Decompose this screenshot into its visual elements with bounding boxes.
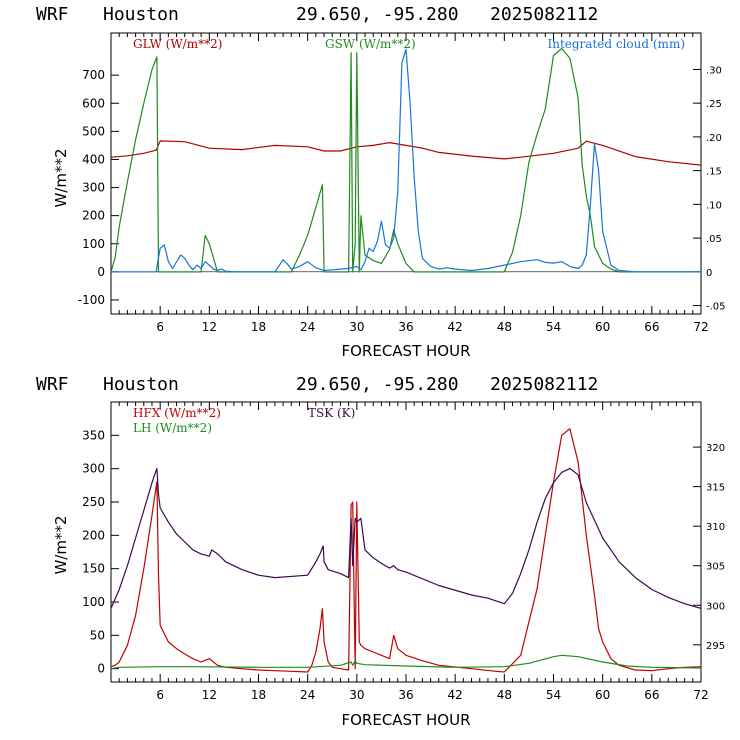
panel2-ytick-label: 200	[82, 528, 105, 542]
panel1-xtick-label: 36	[398, 320, 413, 334]
panel1-y2tick-label: .15	[706, 167, 722, 178]
panel2-xtick-label: 18	[251, 688, 266, 702]
panel2-y2tick-label: 305	[706, 562, 725, 573]
panel2-xtick-label: 72	[693, 688, 708, 702]
panel1-y2tick-label: .05	[706, 234, 722, 245]
panel2-ytick-label: 350	[82, 428, 105, 442]
panel2-y2tick-label: 295	[706, 641, 725, 652]
panel1-xlabel: FORECAST HOUR	[341, 342, 470, 360]
panel1-ytick-label: 200	[82, 209, 105, 223]
panel2-legend-lh: LH (W/m**2)	[133, 421, 212, 435]
panel1-ytick-label: 100	[82, 237, 105, 251]
panel1-legend-glw: GLW (W/m**2)	[133, 37, 222, 51]
panel1-xtick-label: 54	[546, 320, 561, 334]
panel2-xtick-label: 6	[156, 688, 164, 702]
panel1-legend-integrated: Integrated cloud (mm)	[547, 37, 685, 51]
panel2-ytick-label: 50	[90, 628, 105, 642]
panel2-header: WRF Houston 29.650, -95.280 2025082112	[36, 374, 598, 395]
panel1-series-integrated-line	[111, 48, 701, 273]
panel1-xtick-label: 66	[644, 320, 659, 334]
panel1-xtick-label: 48	[497, 320, 512, 334]
panel1-xtick-label: 42	[448, 320, 463, 334]
panel2-ytick-label: 150	[82, 562, 105, 576]
panel2-legend-hfx: HFX (W/m**2)	[133, 406, 221, 420]
panel2-xtick-label: 42	[448, 688, 463, 702]
panel2-xtick-label: 12	[202, 688, 217, 702]
panel2-ytick-label: 0	[97, 662, 105, 676]
panel1-ytick-label: 600	[82, 96, 105, 110]
panel1-ytick-label: 0	[97, 265, 105, 279]
panel2-frame	[110, 401, 702, 683]
panel1-ytick-label: -100	[78, 293, 105, 307]
panel2-xtick-label: 60	[595, 688, 610, 702]
panel1-y2tick-label: .20	[706, 133, 722, 144]
panel2-xlabel: FORECAST HOUR	[341, 711, 470, 729]
panel2-xtick-label: 24	[300, 688, 315, 702]
panel1-plot: 6 12 18 24 30 36 42 48 54 60 66 72 -100 0 100 200 300 400…	[78, 32, 726, 334]
panel1-ytick-label: 300	[82, 181, 105, 195]
panel2-xtick-label: 54	[546, 688, 561, 702]
panel1-location: Houston	[103, 4, 179, 25]
panel1-y2tick-label: -.05	[706, 302, 726, 313]
panel1-xtick-label: 30	[349, 320, 364, 334]
panel1-legend-gsw: GSW (W/m**2)	[325, 37, 416, 51]
panel1-xtick-label: 60	[595, 320, 610, 334]
panel2-ytick-label: 300	[82, 462, 105, 476]
panel1-model: WRF	[36, 4, 69, 25]
panel1-xtick-label: 18	[251, 320, 266, 334]
panel1-ylabel: W/m**2	[52, 148, 70, 207]
panel1-ytick-label: 700	[82, 68, 105, 82]
panel2-y2tick-label: 300	[706, 601, 725, 612]
panel2-coords: 29.650, -95.280	[296, 374, 459, 395]
panel1-ytick-label: 500	[82, 124, 105, 138]
panel2-ytick-label: 250	[82, 495, 105, 509]
panel1-coords: 29.650, -95.280	[296, 4, 459, 25]
panel2-y2tick-label: 320	[706, 443, 725, 454]
panel1-xtick-label: 24	[300, 320, 315, 334]
panel2-series-hfx-line	[111, 428, 701, 673]
panel1-y2tick-label: .25	[706, 99, 722, 110]
panel2-location: Houston	[103, 374, 179, 395]
panel1-y2tick-label: 0	[706, 268, 712, 279]
panel2-ytick-label: 100	[82, 595, 105, 609]
panel1-init-time: 2025082112	[490, 4, 598, 25]
panel1-ytick-label: 400	[82, 152, 105, 166]
panel2-plot: 6 12 18 24 30 36 42 48 54 60 66 72 0 50 100 150 200 250 30…	[82, 401, 725, 702]
panel2-xtick-label: 48	[497, 688, 512, 702]
panel2-model: WRF	[36, 374, 69, 395]
panel2-series-tsk-line	[111, 467, 701, 609]
panel2-xtick-label: 36	[398, 688, 413, 702]
panel2-y2tick-label: 310	[706, 522, 725, 533]
panel1-xtick-label: 72	[693, 320, 708, 334]
panel1-y2tick-label: .30	[706, 65, 722, 76]
panel2-xtick-label: 66	[644, 688, 659, 702]
panel1-series-gsw-line	[111, 47, 701, 273]
panel2-init-time: 2025082112	[490, 374, 598, 395]
panel2-ylabel: W/m**2	[52, 515, 70, 574]
panel1-xtick-label: 6	[156, 320, 164, 334]
panel2-series-lh-line	[111, 654, 701, 670]
panel2-legend-tsk: TSK (K)	[308, 406, 355, 420]
panel2-y2tick-label: 315	[706, 483, 725, 494]
panel1-header: WRF Houston 29.650, -95.280 2025082112	[36, 4, 598, 25]
panel1-xtick-label: 12	[202, 320, 217, 334]
panel1-series-glw-line	[111, 140, 701, 166]
panel1-y2tick-label: .10	[706, 200, 722, 211]
panel2-xtick-label: 30	[349, 688, 364, 702]
